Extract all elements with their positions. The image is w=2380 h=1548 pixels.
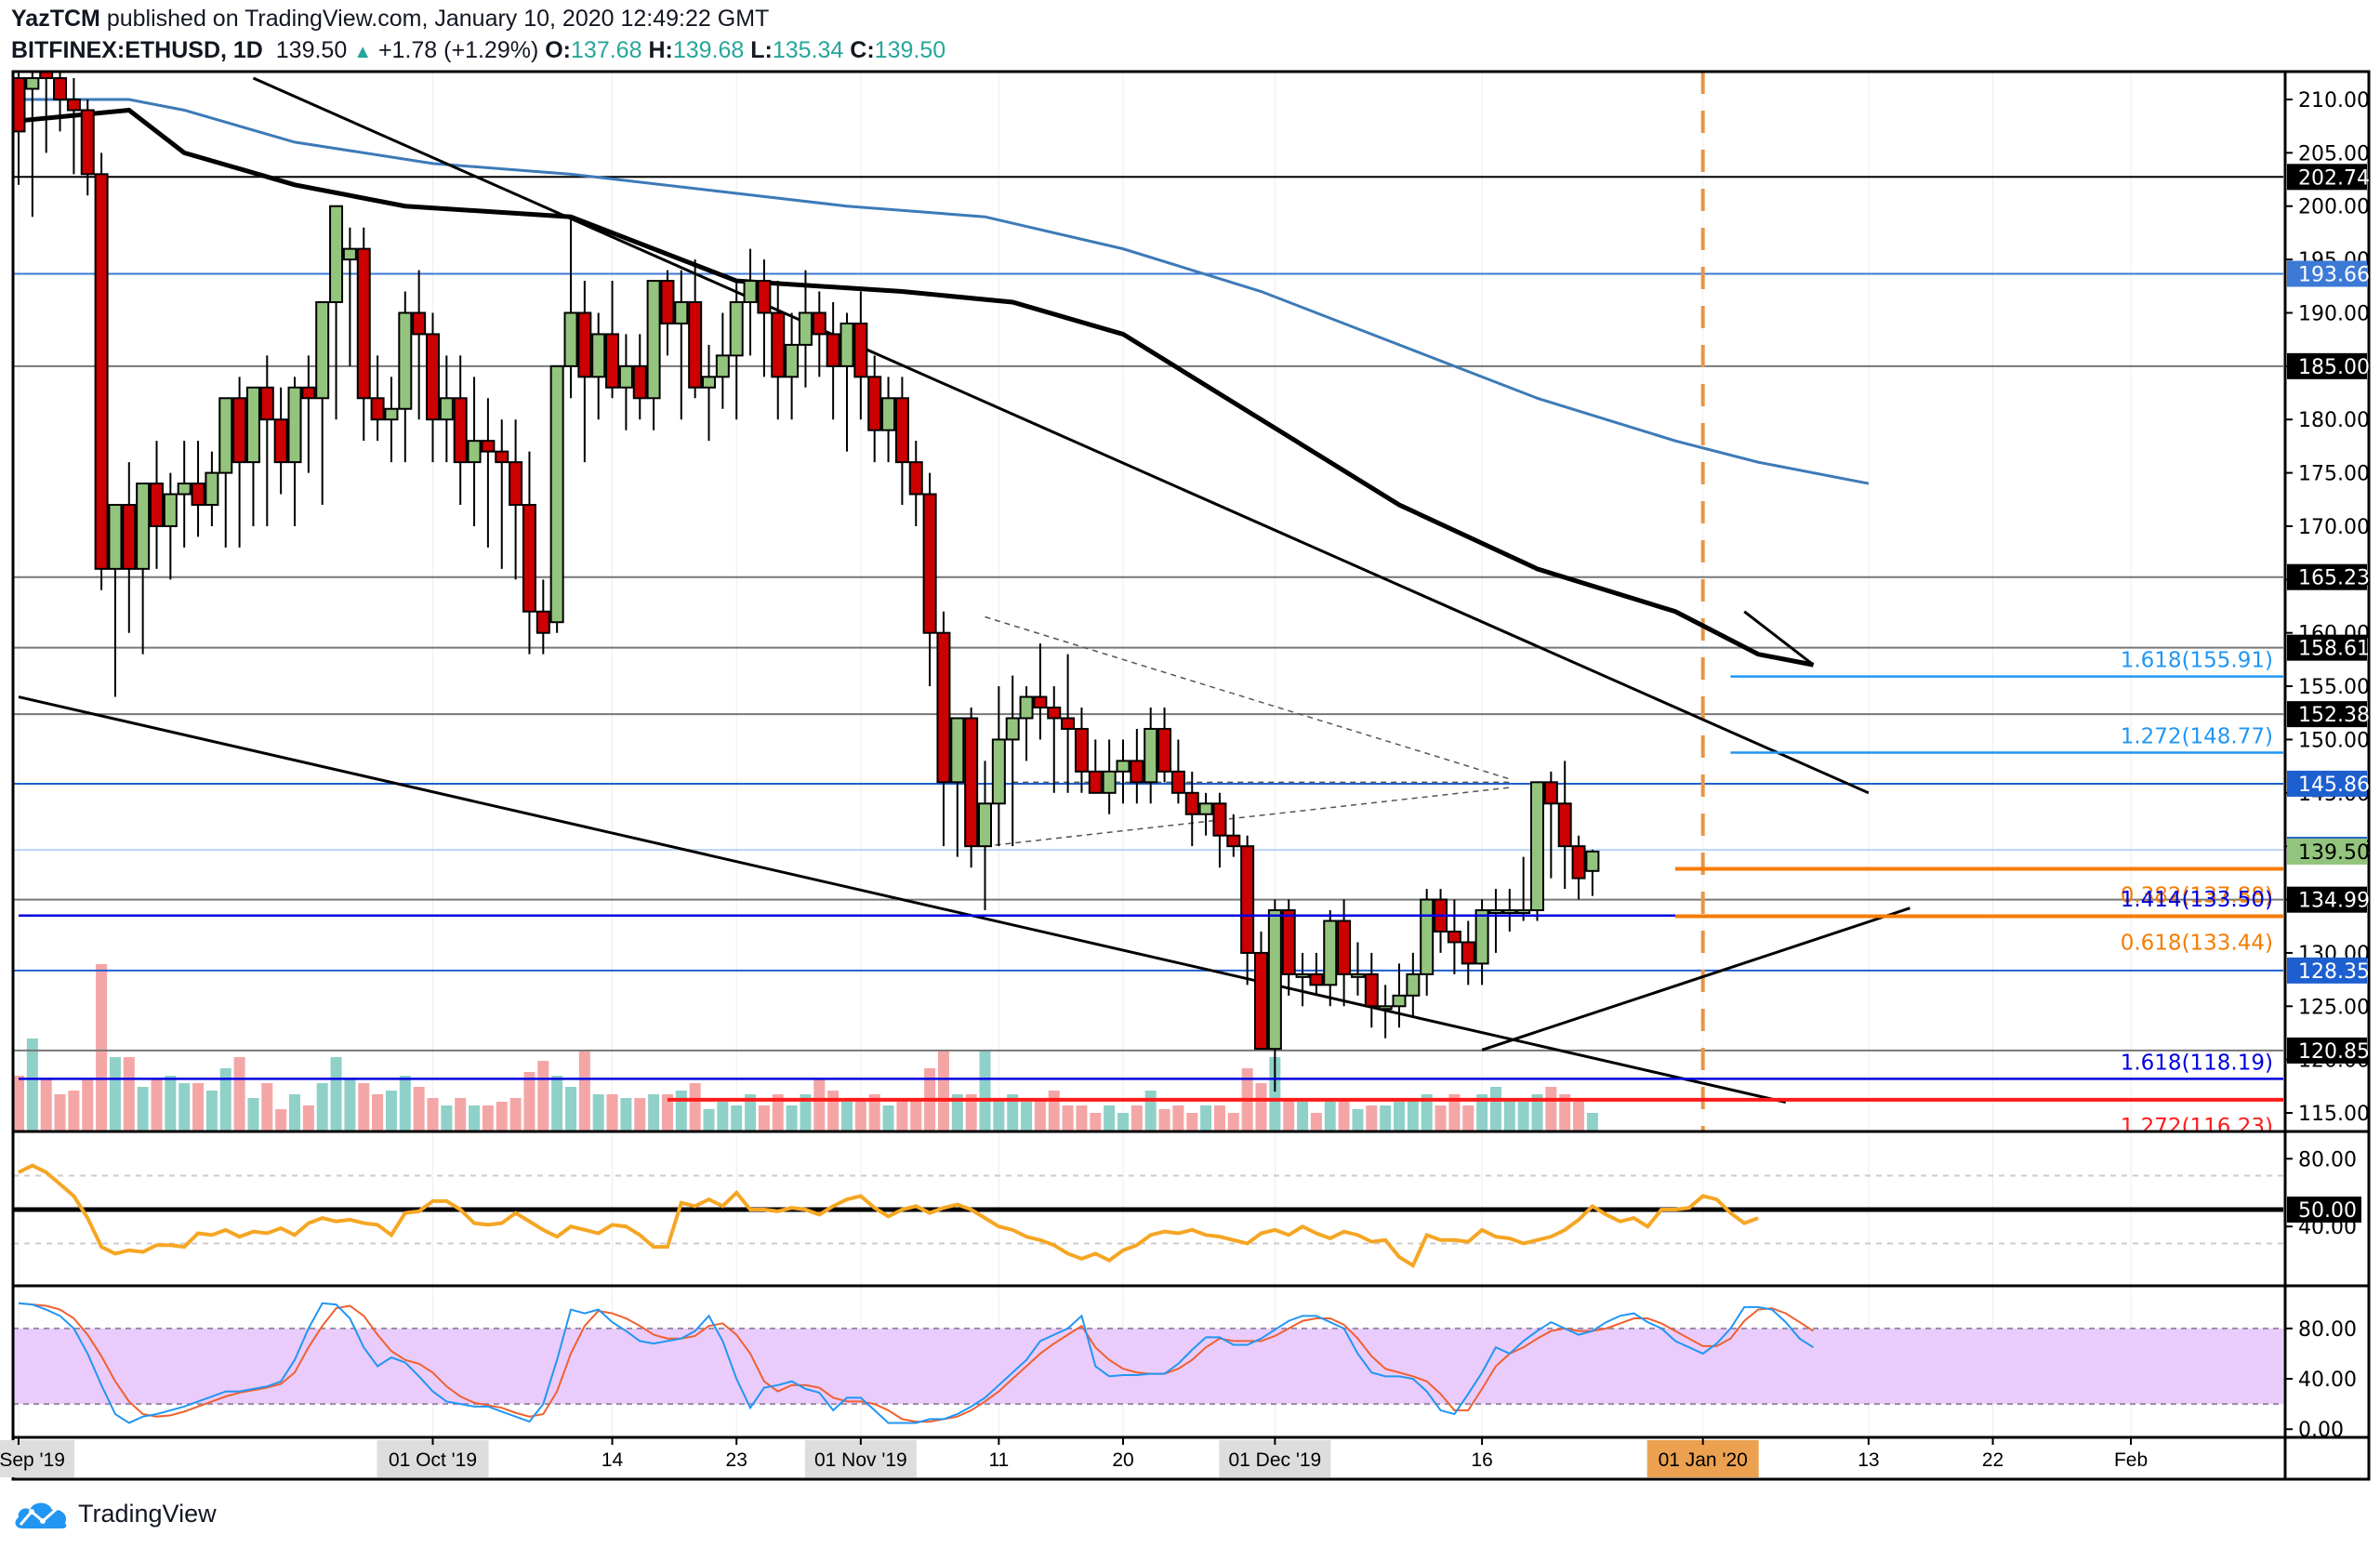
close-value: 139.50: [874, 37, 946, 63]
svg-text:175.00: 175.00: [2298, 463, 2370, 486]
svg-text:125.00: 125.00: [2298, 996, 2370, 1019]
svg-text:170.00: 170.00: [2298, 516, 2370, 539]
svg-text:0.618(133.44): 0.618(133.44): [2121, 931, 2273, 955]
svg-text:01 Dec '19: 01 Dec '19: [1228, 1449, 1321, 1471]
trendlines[interactable]: [18, 76, 1911, 1105]
svg-text:210.00: 210.00: [2298, 89, 2370, 112]
svg-text:14: 14: [602, 1449, 624, 1471]
high-value: 139.68: [672, 37, 745, 63]
svg-text:20: 20: [1112, 1449, 1133, 1471]
svg-text:202.74: 202.74: [2298, 166, 2370, 190]
svg-text:80.00: 80.00: [2298, 1148, 2357, 1171]
price-change: +1.78 (+1.29%): [377, 37, 539, 63]
svg-text:Feb: Feb: [2114, 1449, 2148, 1471]
svg-text:0.382(137.88): 0.382(137.88): [2121, 884, 2273, 908]
svg-text:1.618(155.91): 1.618(155.91): [2121, 649, 2273, 673]
svg-text:01 Sep '19: 01 Sep '19: [0, 1449, 65, 1471]
svg-text:180.00: 180.00: [2298, 409, 2370, 432]
svg-text:1.272(116.23): 1.272(116.23): [2121, 1115, 2273, 1139]
pane-frames: [11, 70, 2371, 1481]
low-label: L:: [750, 37, 773, 63]
svg-text:200.00: 200.00: [2298, 196, 2370, 219]
symbol-legend: BITFINEX:ETHUSD, 1D 139.50 ▲ +1.78 (+1.2…: [11, 37, 945, 64]
symbol-name: BITFINEX:ETHUSD, 1D: [11, 37, 263, 63]
svg-text:145.86: 145.86: [2298, 774, 2370, 797]
svg-text:165.23: 165.23: [2298, 567, 2370, 590]
svg-text:01 Oct '19: 01 Oct '19: [389, 1449, 477, 1471]
svg-text:134.99: 134.99: [2298, 890, 2370, 913]
svg-text:128.35: 128.35: [2298, 960, 2370, 984]
high-label: H:: [648, 37, 673, 63]
tradingview-logo[interactable]: TradingView: [13, 1497, 217, 1530]
svg-text:80.00: 80.00: [2298, 1318, 2357, 1342]
publish-info: YazTCM published on TradingView.com, Jan…: [11, 6, 769, 33]
svg-text:1.414(133.50): 1.414(133.50): [2121, 888, 2273, 912]
svg-text:193.66: 193.66: [2298, 263, 2370, 286]
svg-text:50.00: 50.00: [2298, 1199, 2357, 1223]
svg-text:120.85: 120.85: [2298, 1040, 2370, 1064]
svg-text:1.618(118.19): 1.618(118.19): [2121, 1051, 2273, 1075]
open-value: 137.68: [571, 37, 642, 63]
svg-text:01 Jan '20: 01 Jan '20: [1659, 1449, 1748, 1471]
svg-text:1.272(148.77): 1.272(148.77): [2121, 725, 2273, 749]
svg-text:205.00: 205.00: [2298, 142, 2370, 165]
svg-text:185.00: 185.00: [2298, 356, 2370, 379]
stoch-rsi-pane: [13, 1302, 2283, 1424]
rsi-pane: [13, 1163, 2283, 1269]
last-price: 139.50: [275, 37, 348, 63]
volume-bars: [13, 964, 1598, 1131]
candlesticks: [13, 72, 1600, 1092]
svg-text:190.00: 190.00: [2298, 302, 2370, 325]
price-axis[interactable]: 210.00205.00200.00195.00190.00185.00180.…: [2285, 89, 2370, 1442]
svg-text:139.50: 139.50: [2298, 841, 2370, 865]
svg-text:11: 11: [988, 1449, 1009, 1471]
svg-text:150.00: 150.00: [2298, 729, 2370, 752]
svg-text:01 Nov '19: 01 Nov '19: [814, 1449, 907, 1471]
author-name[interactable]: YazTCM: [11, 6, 100, 32]
svg-text:158.61: 158.61: [2298, 638, 2370, 661]
brand-text: TradingView: [78, 1499, 217, 1528]
svg-text:16: 16: [1471, 1449, 1492, 1471]
moving-averages: [18, 98, 1870, 668]
close-label: C:: [850, 37, 875, 63]
svg-text:0.00: 0.00: [2298, 1419, 2344, 1442]
horizontal-levels: [13, 72, 2283, 1131]
svg-text:152.38: 152.38: [2298, 704, 2370, 727]
up-arrow-icon: ▲: [353, 42, 372, 62]
open-label: O:: [545, 37, 572, 63]
fibonacci-levels[interactable]: 1.618(155.91)1.272(148.77)0.382(137.88)1…: [19, 649, 2283, 1139]
svg-text:22: 22: [1982, 1449, 2003, 1471]
svg-text:23: 23: [726, 1449, 747, 1471]
time-axis[interactable]: 01 Sep '19 01 Oct '19 14 23 01 Nov '19 11 20 01…: [0, 1437, 2148, 1477]
cloud-logo-icon: [15, 1502, 67, 1528]
svg-text:40.00: 40.00: [2298, 1369, 2357, 1392]
low-value: 135.34: [772, 37, 844, 63]
svg-text:115.00: 115.00: [2298, 1103, 2370, 1126]
published-text: published on TradingView.com, January 10…: [106, 6, 770, 32]
svg-text:155.00: 155.00: [2298, 676, 2370, 699]
svg-text:13: 13: [1858, 1449, 1879, 1471]
